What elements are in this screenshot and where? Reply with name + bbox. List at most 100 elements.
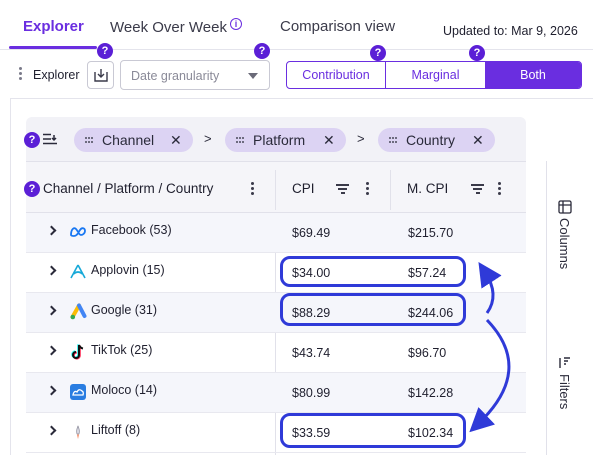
tab-comparison-view[interactable]: Comparison view (280, 18, 396, 35)
column-divider[interactable] (275, 170, 276, 210)
cpi-value: $88.29 (292, 306, 331, 320)
column-header-mcpi[interactable]: M. CPI (407, 181, 449, 196)
table-row-applovin[interactable]: Applovin (15) $34.00 $57.24 (26, 253, 526, 293)
applovin-icon (70, 264, 86, 279)
close-icon[interactable]: ✕ (472, 132, 484, 148)
row-count: (53) (149, 223, 172, 237)
meta-icon (70, 227, 86, 237)
row-name-text: TikTok (91, 343, 127, 357)
table-row-moloco[interactable]: Moloco (14) $80.99 $142.28 (26, 373, 526, 413)
mcpi-value: $142.28 (408, 386, 454, 400)
download-icon (94, 69, 108, 82)
mcpi-value: $244.06 (408, 306, 454, 320)
group-chip-platform[interactable]: Platform ✕ (225, 128, 346, 152)
row-name: Moloco (14) (91, 383, 157, 397)
drag-handle-icon[interactable] (19, 67, 25, 83)
chevron-down-icon (248, 73, 258, 79)
row-count: (31) (134, 303, 158, 317)
cpi-value: $43.74 (292, 346, 331, 360)
column-menu-icon[interactable] (366, 182, 370, 196)
cpi-value: $80.99 (292, 386, 331, 400)
row-groups-icon (43, 133, 57, 145)
column-divider[interactable] (390, 170, 391, 210)
row-name-text: Moloco (91, 383, 132, 397)
mcpi-value: $96.70 (408, 346, 447, 360)
mcpi-value: $215.70 (408, 226, 454, 240)
help-badge-granularity[interactable]: ? (254, 43, 270, 59)
columns-panel-toggle[interactable]: Columns (557, 218, 572, 270)
moloco-icon (70, 384, 86, 400)
row-count: (25) (130, 343, 153, 357)
segment-marginal[interactable]: Marginal (411, 68, 460, 82)
segment-both[interactable]: Both (485, 62, 581, 88)
highlight-liftoff-values (280, 413, 466, 448)
date-granularity-placeholder: Date granularity (131, 69, 220, 83)
highlight-google-values (280, 293, 466, 326)
tab-explorer[interactable]: Explorer (23, 18, 84, 35)
column-menu-icon[interactable] (251, 182, 255, 196)
liftoff-icon (76, 425, 80, 439)
updated-timestamp: Updated to: Mar 9, 2026 (443, 24, 578, 38)
side-tool-panel (546, 161, 593, 455)
google-ads-icon (70, 303, 87, 320)
download-button[interactable] (87, 61, 114, 89)
help-badge-marginal[interactable]: ? (469, 45, 485, 61)
grip-icon[interactable] (85, 137, 94, 143)
columns-icon[interactable] (558, 200, 572, 214)
table-row-liftoff[interactable]: Liftoff (8) $33.59 $102.34 (26, 413, 526, 453)
explorer-label: Explorer (33, 68, 80, 82)
close-icon[interactable]: ✕ (323, 132, 335, 148)
column-menu-icon[interactable] (498, 182, 502, 196)
mcpi-value: $102.34 (408, 426, 454, 440)
row-name-text: Applovin (91, 263, 139, 277)
row-name: Liftoff (8) (91, 423, 140, 437)
grip-icon[interactable] (236, 137, 245, 143)
row-name: Google (31) (91, 303, 157, 317)
row-name: Applovin (15) (91, 263, 165, 277)
tab-bar: Explorer Week Over Week i Comparison view… (0, 0, 593, 50)
group-chip-label: Channel (102, 132, 155, 148)
help-badge-contribution[interactable]: ? (370, 45, 386, 61)
row-count: (14) (134, 383, 158, 397)
column-header-cpi[interactable]: CPI (292, 181, 315, 196)
close-icon[interactable]: ✕ (170, 132, 182, 148)
group-chip-channel[interactable]: Channel ✕ (74, 128, 193, 152)
column-header-dimension[interactable]: Channel / Platform / Country (43, 181, 214, 196)
active-tab-indicator (9, 46, 97, 49)
group-chip-label: Platform (253, 132, 306, 148)
tab-week-over-week-label: Week Over Week (110, 19, 227, 36)
date-granularity-select[interactable]: Date granularity (120, 60, 270, 90)
row-name-text: Liftoff (91, 423, 122, 437)
filters-panel-toggle[interactable]: Filters (557, 374, 572, 410)
filter-panel-icon[interactable] (558, 356, 572, 370)
chevron-right-icon: > (204, 131, 212, 146)
info-icon[interactable]: i (229, 18, 242, 30)
mcpi-value: $57.24 (408, 266, 447, 280)
chevron-right-icon: > (357, 131, 365, 146)
tiktok-icon (71, 344, 84, 360)
row-count: (15) (142, 263, 165, 277)
filter-icon[interactable] (471, 184, 484, 194)
row-name-text: Google (91, 303, 132, 317)
help-badge-grouping[interactable]: ? (24, 132, 40, 148)
grip-icon[interactable] (389, 137, 398, 143)
group-chip-label: Country (406, 132, 456, 148)
table-row-tiktok[interactable]: TikTok (25) $43.74 $96.70 (26, 333, 526, 373)
table-row-facebook[interactable]: Facebook (53) $69.49 $215.70 (26, 213, 526, 253)
row-name: TikTok (25) (91, 343, 152, 357)
tab-week-over-week[interactable]: Week Over Week i (110, 18, 242, 36)
help-badge-dimension[interactable]: ? (24, 181, 40, 197)
cpi-value: $69.49 (292, 226, 331, 240)
segment-contribution[interactable]: Contribution (287, 62, 386, 88)
group-chip-country[interactable]: Country ✕ (378, 128, 495, 152)
filter-icon[interactable] (336, 184, 349, 194)
row-name: Facebook (53) (91, 223, 172, 237)
highlight-applovin-values (280, 256, 466, 287)
row-name-text: Facebook (91, 223, 146, 237)
help-badge-download[interactable]: ? (97, 43, 113, 59)
cpi-value: $34.00 (292, 266, 331, 280)
cpi-value: $33.59 (292, 426, 331, 440)
metric-mode-toggle: Contribution Marginal Both (286, 61, 582, 89)
table-row-google[interactable]: Google (31) $88.29 $244.06 (26, 293, 526, 333)
column-divider (275, 213, 276, 455)
